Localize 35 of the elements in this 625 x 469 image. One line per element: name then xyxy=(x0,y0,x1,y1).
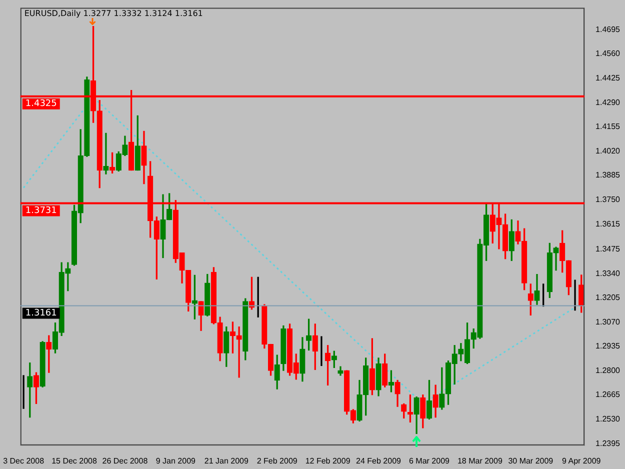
y-tick-label: 1.3750 xyxy=(596,194,621,204)
x-tick-label: 30 Mar 2009 xyxy=(508,456,554,466)
y-tick-label: 1.4695 xyxy=(596,24,621,34)
chart-title: EURUSD,Daily 1.3277 1.3332 1.3124 1.3161 xyxy=(24,8,203,18)
y-tick-label: 1.2665 xyxy=(596,390,621,400)
x-tick-label: 15 Dec 2008 xyxy=(52,456,98,466)
x-tick-label: 12 Feb 2009 xyxy=(305,456,351,466)
y-tick-label: 1.3205 xyxy=(596,293,621,302)
y-tick-label: 1.4290 xyxy=(596,98,621,107)
x-tick-label: 21 Jan 2009 xyxy=(204,456,249,466)
y-tick-label: 1.3475 xyxy=(596,244,621,254)
y-tick-label: 1.3885 xyxy=(596,170,621,180)
x-tick-label: 18 Mar 2009 xyxy=(457,456,503,466)
y-tick-label: 1.3340 xyxy=(596,268,621,278)
y-tick-label: 1.2530 xyxy=(596,414,621,424)
y-tick-label: 1.4155 xyxy=(596,122,621,132)
x-tick-label: 26 Dec 2008 xyxy=(102,456,148,466)
y-tick-label: 1.4020 xyxy=(596,146,621,156)
ref-line-label: 1.3731 xyxy=(25,206,57,216)
y-tick-label: 1.4425 xyxy=(596,74,621,83)
y-tick-label: 1.3070 xyxy=(596,317,621,326)
y-tick-label: 1.2395 xyxy=(596,438,621,448)
y-tick-label: 1.3615 xyxy=(596,219,621,228)
x-tick-label: 3 Dec 2008 xyxy=(3,456,45,466)
ref-line-label: 1.3161 xyxy=(25,308,57,319)
x-tick-label: 6 Mar 2009 xyxy=(408,456,450,466)
candlestick xyxy=(103,132,109,174)
y-tick-label: 1.2800 xyxy=(596,366,621,375)
x-tick-label: 2 Feb 2009 xyxy=(256,456,298,466)
x-tick-label: 9 Apr 2009 xyxy=(562,456,602,466)
ref-line-label: 1.4325 xyxy=(25,99,57,110)
y-tick-label: 1.2935 xyxy=(596,342,621,351)
y-tick-label: 1.4560 xyxy=(596,49,621,58)
x-tick-label: 24 Feb 2009 xyxy=(356,456,402,466)
x-tick-label: 9 Jan 2009 xyxy=(156,456,196,466)
